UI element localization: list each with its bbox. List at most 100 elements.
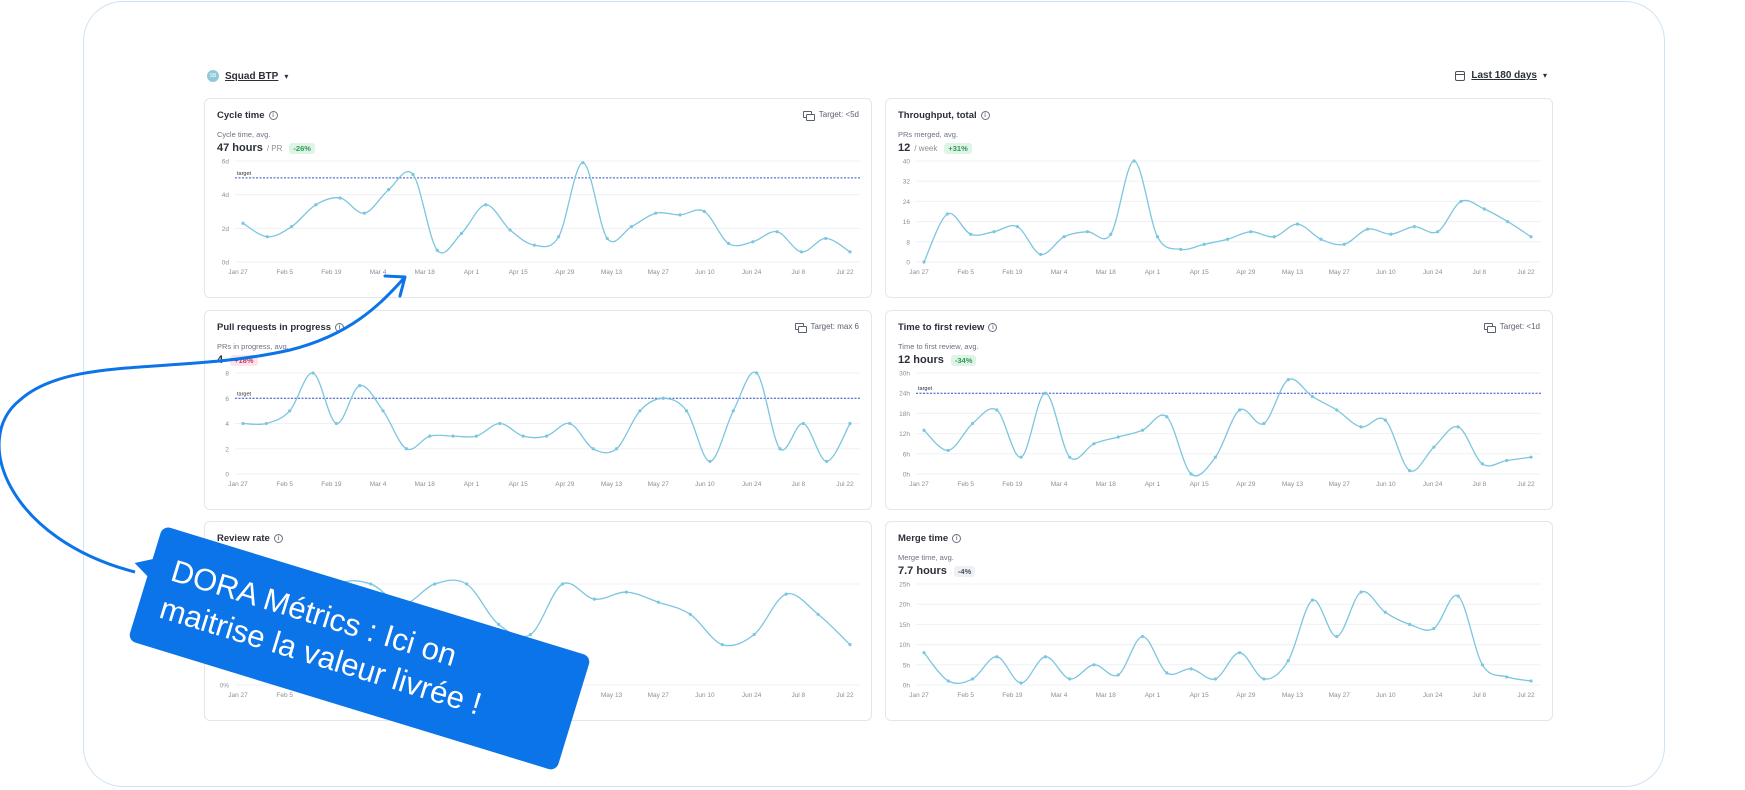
data-point[interactable] [1310, 394, 1315, 399]
data-point[interactable] [435, 248, 439, 252]
data-point[interactable] [1179, 247, 1183, 251]
data-point[interactable] [404, 447, 409, 451]
data-point[interactable] [1155, 235, 1160, 239]
data-point[interactable] [387, 188, 391, 192]
data-point[interactable] [288, 409, 292, 413]
data-point[interactable] [1529, 455, 1533, 459]
data-point[interactable] [1062, 235, 1066, 239]
data-point[interactable] [465, 582, 469, 586]
data-point[interactable] [451, 434, 455, 438]
data-point[interactable] [381, 409, 385, 413]
data-point[interactable] [1529, 679, 1533, 683]
data-point[interactable] [1092, 663, 1096, 667]
data-point[interactable] [532, 243, 536, 247]
data-point[interactable] [969, 232, 973, 236]
data-point[interactable] [1165, 671, 1169, 675]
data-point[interactable] [946, 679, 950, 683]
data-point[interactable] [656, 600, 660, 604]
data-point[interactable] [970, 677, 975, 681]
data-point[interactable] [428, 434, 432, 438]
data-point[interactable] [1412, 225, 1416, 229]
data-point[interactable] [1459, 199, 1463, 203]
data-point[interactable] [1365, 227, 1370, 231]
data-point[interactable] [1480, 462, 1485, 466]
data-point[interactable] [992, 230, 996, 234]
data-point[interactable] [521, 434, 525, 438]
data-point[interactable] [727, 241, 731, 246]
data-point[interactable] [1116, 673, 1120, 677]
data-point[interactable] [995, 655, 999, 659]
squad-selector[interactable]: SB Squad BTP ▾ [207, 70, 288, 82]
data-point[interactable] [824, 236, 828, 241]
data-point[interactable] [1482, 207, 1486, 211]
data-point[interactable] [311, 371, 315, 375]
data-point[interactable] [752, 632, 756, 637]
info-icon[interactable]: i [268, 111, 278, 120]
data-point[interactable] [755, 371, 759, 375]
data-point[interactable] [1310, 598, 1315, 602]
data-point[interactable] [1432, 445, 1436, 449]
data-point[interactable] [702, 209, 706, 214]
data-point[interactable] [591, 447, 595, 451]
data-point[interactable] [731, 409, 735, 413]
data-point[interactable] [1480, 663, 1485, 667]
data-point[interactable] [1319, 237, 1323, 241]
data-point[interactable] [1202, 242, 1206, 246]
data-point[interactable] [1043, 655, 1047, 659]
data-point[interactable] [624, 590, 628, 594]
data-point[interactable] [544, 434, 549, 438]
data-point[interactable] [1262, 677, 1266, 681]
data-point[interactable] [848, 643, 852, 647]
data-point[interactable] [411, 172, 415, 177]
data-point[interactable] [1505, 675, 1509, 679]
data-point[interactable] [816, 612, 820, 616]
data-point[interactable] [581, 161, 585, 165]
data-point[interactable] [801, 421, 805, 426]
data-point[interactable] [1272, 235, 1276, 239]
data-point[interactable] [289, 225, 294, 229]
data-point[interactable] [1132, 159, 1136, 163]
data-point[interactable] [1039, 252, 1043, 257]
data-point[interactable] [825, 459, 829, 463]
data-point[interactable] [922, 651, 926, 655]
data-point[interactable] [1505, 458, 1509, 463]
data-point[interactable] [1335, 408, 1339, 412]
data-point[interactable] [1085, 230, 1090, 234]
data-point[interactable] [1286, 659, 1290, 663]
data-point[interactable] [751, 240, 755, 244]
data-point[interactable] [688, 612, 692, 616]
info-icon[interactable]: i [988, 323, 998, 332]
data-point[interactable] [654, 211, 658, 215]
data-point[interactable] [1249, 230, 1253, 234]
data-point[interactable] [358, 384, 362, 388]
data-point[interactable] [1068, 455, 1072, 459]
date-range-label[interactable]: Last 180 days [1471, 70, 1537, 81]
data-point[interactable] [661, 396, 665, 400]
date-range-selector[interactable]: Last 180 days ▾ [1455, 70, 1547, 81]
data-point[interactable] [1225, 237, 1230, 241]
data-point[interactable] [1456, 425, 1460, 429]
data-point[interactable] [1213, 455, 1217, 459]
data-point[interactable] [314, 203, 318, 207]
data-point[interactable] [1436, 230, 1440, 234]
data-point[interactable] [592, 597, 597, 601]
data-point[interactable] [334, 421, 338, 426]
data-point[interactable] [1506, 220, 1510, 224]
data-point[interactable] [922, 428, 926, 432]
data-point[interactable] [1432, 626, 1436, 631]
data-point[interactable] [708, 459, 712, 463]
data-point[interactable] [369, 582, 373, 586]
data-point[interactable] [1383, 418, 1387, 422]
data-point[interactable] [1140, 634, 1145, 639]
data-point[interactable] [508, 228, 512, 232]
data-point[interactable] [1359, 425, 1363, 429]
data-point[interactable] [799, 250, 804, 254]
data-point[interactable] [362, 211, 366, 215]
data-point[interactable] [1359, 590, 1363, 594]
data-point[interactable] [945, 212, 949, 216]
data-point[interactable] [1383, 610, 1387, 614]
data-point[interactable] [1109, 232, 1113, 236]
data-point[interactable] [433, 582, 437, 586]
data-point[interactable] [1140, 428, 1145, 432]
data-point[interactable] [848, 421, 852, 426]
